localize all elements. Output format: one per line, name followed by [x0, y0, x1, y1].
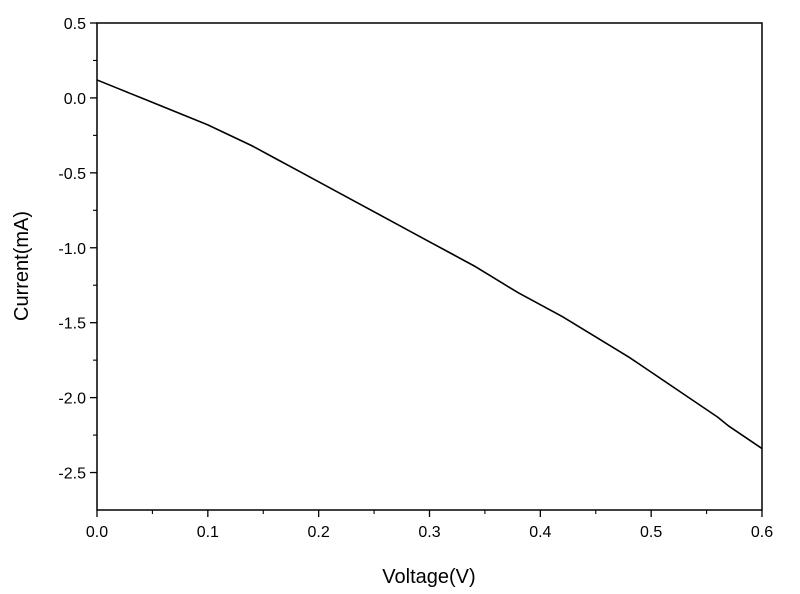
- x-axis-title: Voltage(V): [382, 566, 475, 588]
- x-tick-label: 0.5: [640, 524, 662, 541]
- y-tick-label: -1.5: [58, 316, 86, 333]
- x-tick-label: 0.0: [86, 524, 108, 541]
- y-axis-title: Current(mA): [11, 211, 33, 321]
- y-tick-label: -1.0: [58, 241, 86, 258]
- y-tick-label: -2.0: [58, 391, 86, 408]
- y-tick-label: -2.5: [58, 466, 86, 483]
- x-tick-label: 0.6: [751, 524, 773, 541]
- series-line: [96, 79, 763, 450]
- y-tick-label: 0.5: [64, 16, 86, 33]
- x-tick-label: 0.1: [197, 524, 219, 541]
- plot-frame: [96, 22, 763, 511]
- x-tick-label: 0.3: [418, 524, 440, 541]
- x-tick-label: 0.4: [529, 524, 551, 541]
- x-tick-label: 0.2: [308, 524, 330, 541]
- ticks-layer: 0.0 0.1 0.2 0.3 0.4 0.5 0.6 0.5 0.0 -0.5 -1.0 -1.5 -…: [58, 16, 773, 541]
- y-tick-label: -0.5: [58, 166, 86, 183]
- y-tick-label: 0.0: [64, 91, 86, 108]
